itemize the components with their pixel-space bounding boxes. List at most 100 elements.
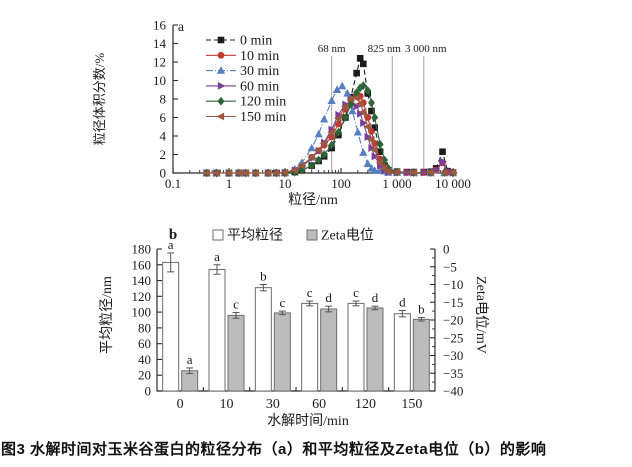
marker-triangle-left: [346, 95, 354, 103]
legend-item-zeta: Zeta电位: [306, 228, 374, 244]
marker-triangle-left: [380, 164, 388, 173]
category-label: 0: [177, 397, 184, 412]
bar: [412, 318, 430, 392]
legend-item-mean-size: 平均粒径: [212, 228, 283, 244]
significance-letter: c: [353, 285, 359, 300]
marker-diamond: [217, 96, 225, 106]
y-tick-label: 6: [160, 110, 167, 125]
marker-diamond: [364, 86, 372, 96]
marker-square: [356, 54, 364, 62]
y-tick-label: 14: [153, 36, 167, 51]
legend: 平均粒径 Zeta电位: [212, 228, 374, 244]
marker-diamond: [359, 81, 367, 90]
bar: [162, 261, 180, 392]
marker-triangle-left: [251, 169, 259, 177]
marker-triangle-left: [216, 112, 225, 121]
left-tick-label: 100: [132, 305, 152, 320]
y-tick-label: 8: [160, 92, 167, 107]
left-tick-label: 120: [132, 289, 152, 304]
category-label: 10: [220, 397, 234, 412]
error-bar: [232, 312, 240, 319]
x-axis-title: 粒径/nm: [288, 192, 338, 208]
right-tick-label: −35: [443, 366, 463, 381]
left-axis-title: 平均粒径/nm: [99, 276, 115, 354]
category-label: 150: [401, 397, 422, 412]
marker-triangle-left: [280, 168, 289, 177]
marker-triangle-up: [314, 129, 323, 138]
marker-square: [217, 36, 225, 44]
legend-label: 平均粒径: [227, 228, 283, 244]
x-tick-label: 1 000: [382, 176, 411, 191]
significance-letter: d: [372, 290, 379, 305]
legend-item-10min: 10 min: [206, 49, 279, 64]
bar: [320, 308, 338, 392]
x-axis-title: 水解时间/min: [267, 413, 349, 429]
right-tick-label: −30: [443, 348, 463, 363]
marker-triangle-right: [353, 102, 362, 111]
series-150min: [202, 94, 457, 177]
marker-triangle-left: [340, 102, 349, 111]
marker-triangle-left: [439, 168, 448, 177]
marker-triangle-left: [367, 135, 375, 144]
marker-triangle-up: [370, 166, 379, 174]
marker-diamond: [320, 150, 328, 159]
marker-triangle-up: [307, 143, 316, 152]
marker-triangle-left: [271, 169, 280, 177]
gray-swatch: [306, 229, 318, 241]
x-tick-label: 1: [226, 176, 233, 191]
marker-triangle-left: [319, 139, 328, 148]
legend-item-0min: 0 min: [206, 34, 272, 49]
significance-letter: b: [260, 269, 267, 284]
marker-triangle-left: [297, 161, 305, 170]
figure-caption: 图3 水解时间对玉米谷蛋白的粒径分布（a）和平均粒径及Zeta电位（b）的影响: [1, 441, 547, 458]
marker-triangle-left: [358, 108, 367, 116]
legend-label: 30 min: [240, 64, 279, 79]
significance-letter: b: [418, 302, 425, 317]
error-bar: [213, 264, 221, 275]
significance-letter: d: [399, 295, 406, 310]
legend-item-120min: 120 min: [206, 95, 286, 110]
axis-lines: [156, 249, 436, 392]
x-tick-label: 0.1: [165, 176, 181, 191]
marker-triangle-up: [359, 148, 368, 156]
legend-label: Zeta电位: [321, 228, 374, 244]
marker-triangle-up: [353, 127, 362, 136]
marker-triangle-left: [290, 166, 298, 175]
marker-triangle-right: [217, 82, 226, 90]
error-bar: [167, 252, 175, 273]
significance-letter: a: [214, 249, 220, 264]
marker-triangle-left: [392, 168, 401, 176]
marker-triangle-left: [327, 128, 335, 137]
left-tick-label: 60: [138, 336, 151, 351]
marker-triangle-up: [343, 89, 352, 97]
marker-triangle-left: [355, 99, 364, 108]
bar: [301, 302, 319, 392]
marker-diamond: [347, 100, 355, 109]
legend-item-150min: 150 min: [206, 110, 286, 125]
reference-line-label: 68 nm: [318, 43, 346, 55]
left-tick-label: 160: [132, 257, 152, 272]
x-tick-label: 10 000: [435, 176, 471, 191]
right-tick-label: −25: [443, 330, 463, 345]
marker-triangle-left: [333, 114, 342, 123]
marker-triangle-left: [212, 169, 220, 177]
marker-triangle-up: [327, 96, 336, 105]
marker-triangle-up: [348, 106, 357, 115]
legend-item-60min: 60 min: [206, 79, 279, 94]
y-tick-label: 16: [153, 18, 167, 33]
legend-label: 60 min: [240, 79, 279, 94]
bar: [208, 269, 226, 392]
marker-triangle-left: [426, 168, 434, 177]
significance-letter: a: [187, 352, 193, 367]
marker-triangle-left: [263, 169, 272, 177]
y-tick-label: 12: [153, 55, 166, 70]
significance-letter: d: [325, 290, 332, 305]
error-bar: [306, 300, 314, 307]
marker-triangle-up: [363, 159, 372, 167]
legend-label: 120 min: [240, 95, 286, 110]
error-bar: [259, 284, 267, 292]
y-tick-label: 4: [160, 129, 167, 144]
